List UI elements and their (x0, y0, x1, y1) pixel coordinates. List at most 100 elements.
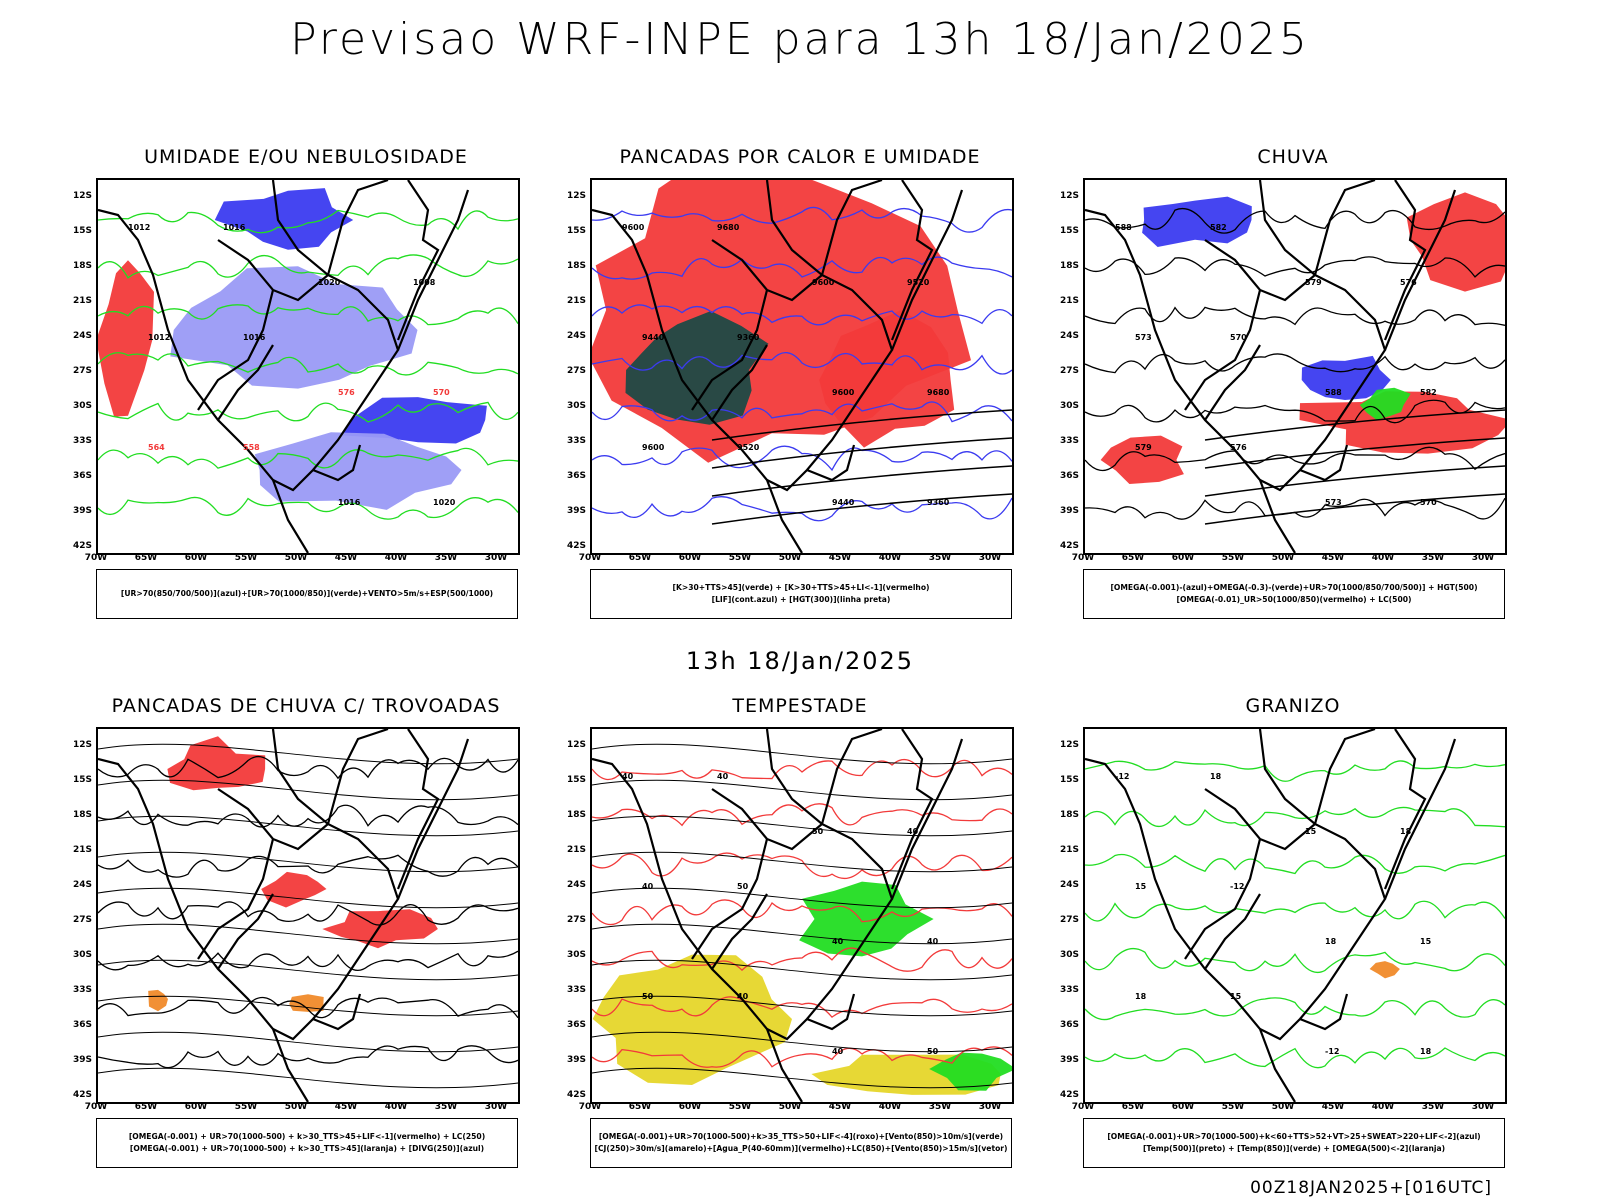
map-panel-5: 40 40 50 40 40 50 40 40 50 40 40 50 (590, 727, 1014, 1104)
field-area (254, 432, 462, 510)
longitude-tick-label: 65W (628, 1102, 652, 1112)
longitude-tick-label: 55W (234, 1102, 258, 1112)
legend-line: [OMEGA(-0.01)_UR>50(1000/850)(vermelho) … (1176, 595, 1412, 604)
legend-box-2: [K>30+TTS>45](verde) + [K>30+TTS>45+LI<-… (590, 569, 1012, 619)
country-border (1299, 444, 1349, 482)
contour-line (98, 901, 518, 926)
country-border (1299, 993, 1349, 1031)
longitude-tick-label: 70W (1071, 553, 1095, 563)
streamline (592, 851, 1012, 873)
contour-label: 1012 (148, 333, 170, 342)
country-border (197, 289, 275, 411)
field-area (148, 989, 168, 1012)
latitude-tick-label: 42S (72, 541, 92, 551)
latitude-tick-label: 42S (1059, 541, 1079, 551)
latitude-tick-label: 30S (1059, 950, 1079, 960)
latitude-tick-label: 36S (72, 471, 92, 481)
latitude-tick-label: 15S (566, 226, 586, 236)
panel-title-3: CHUVA (1257, 146, 1329, 168)
streamline (592, 923, 1012, 945)
contour-label: 50 (812, 827, 824, 836)
contour-label: 9600 (642, 443, 665, 452)
latitude-tick-label: 39S (566, 1055, 586, 1065)
latitude-tick-label: 21S (1059, 845, 1079, 855)
longitude-tick-label: 50W (1271, 553, 1295, 563)
latitude-tick-label: 27S (566, 915, 586, 925)
longitude-tick-label: 45W (334, 553, 358, 563)
latitude-tick-label: 21S (72, 296, 92, 306)
contour-line (592, 206, 1012, 233)
latitude-tick-label: 18S (566, 261, 586, 271)
field-area (1100, 435, 1184, 484)
latitude-tick-label: 27S (72, 915, 92, 925)
panel-title-4: PANCADAS DE CHUVA C/ TROVOADAS (111, 695, 501, 717)
field-area (592, 954, 792, 1085)
contour-label: 588 (1115, 223, 1132, 232)
latitude-tick-label: 12S (72, 191, 92, 201)
longitude-tick-label: 65W (628, 553, 652, 563)
contour-line (1085, 997, 1505, 1021)
longitude-tick-label: 70W (578, 1102, 602, 1112)
contour-line (98, 1045, 518, 1069)
field-area (289, 994, 324, 1012)
contour-label: 579 (1135, 443, 1152, 452)
country-border (1184, 289, 1262, 411)
contour-line (1085, 256, 1505, 278)
contour-label: 9600 (832, 388, 855, 397)
longitude-tick-label: 40W (1371, 553, 1395, 563)
hgt-contour (711, 493, 1012, 525)
contour-label: -12 (1230, 882, 1244, 891)
map-panel-2: 9600 9680 9600 9520 9440 9360 9600 9680 9600 9520… (590, 178, 1014, 555)
contour-label: 1020 (433, 498, 456, 507)
country-border (217, 893, 274, 970)
latitude-tick-label: 39S (1059, 1055, 1079, 1065)
longitude-tick-label: 35W (1421, 553, 1445, 563)
streamline (592, 887, 1012, 909)
hgt-contour (1204, 409, 1505, 441)
contour-label: 15 (1230, 992, 1242, 1001)
contour-label: 50 (737, 882, 749, 891)
longitude-tick-label: 70W (1071, 1102, 1095, 1112)
longitude-tick-label: 40W (878, 1102, 902, 1112)
longitude-tick-label: 30W (484, 553, 508, 563)
country-border (396, 189, 470, 351)
longitude-tick-label: 50W (778, 1102, 802, 1112)
latitude-tick-label: 33S (1059, 985, 1079, 995)
country-border (691, 838, 769, 960)
country-border (326, 180, 389, 276)
latitude-tick-label: 21S (566, 845, 586, 855)
longitude-tick-label: 30W (1471, 553, 1495, 563)
panel-title-5: TEMPESTADE (732, 695, 868, 717)
contour-line (1085, 853, 1505, 875)
contour-line (592, 803, 1012, 827)
country-border (711, 344, 768, 421)
contour-line (1085, 900, 1505, 922)
latitude-tick-label: 18S (72, 261, 92, 271)
contour-line (98, 447, 518, 469)
contour-line (592, 256, 1012, 280)
legend-box-1: [UR>70(850/700/500)](azul)+[UR>70(1000/8… (96, 569, 518, 619)
country-border (396, 729, 440, 890)
country-border (711, 893, 768, 970)
streamline (98, 815, 518, 837)
latitude-tick-label: 42S (1059, 1090, 1079, 1100)
longitude-tick-label: 70W (578, 553, 602, 563)
latitude-tick-label: 18S (72, 810, 92, 820)
map-svg: 588 582 579 576 573 570 588 582 579 576 573 570 (1085, 180, 1505, 553)
longitude-tick-label: 55W (234, 553, 258, 563)
contour-label: 1012 (128, 223, 150, 232)
legend-line: [OMEGA(-0.001) + UR>70(1000-500) + k>30_… (129, 1144, 485, 1153)
legend-line: [OMEGA(-0.001) + UR>70(1000-500) + k>30_… (128, 1132, 486, 1141)
country-border (1204, 344, 1261, 421)
latitude-tick-label: 24S (1059, 880, 1079, 890)
latitude-tick-label: 18S (1059, 261, 1079, 271)
contour-label: 9600 (812, 278, 835, 287)
contour-label: 582 (1210, 223, 1227, 232)
longitude-tick-label: 50W (1271, 1102, 1295, 1112)
latitude-tick-label: 42S (72, 1090, 92, 1100)
field-area (1369, 961, 1400, 979)
contour-label: 573 (1325, 498, 1342, 507)
map-panel-1: 1012 1016 1020 1008 1012 1016 576 570 564 558 1016… (96, 178, 520, 555)
longitude-tick-label: 45W (1321, 553, 1345, 563)
contour-line (592, 352, 1012, 375)
